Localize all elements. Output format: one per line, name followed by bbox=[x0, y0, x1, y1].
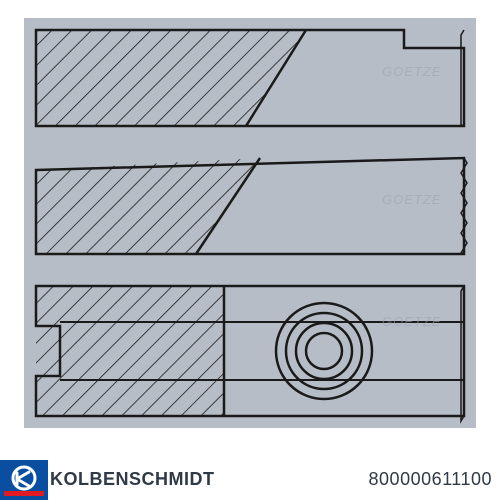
watermark-2: GOETZE bbox=[382, 192, 441, 207]
watermark-1: GOETZE bbox=[382, 64, 441, 79]
watermark-3: GOETZE bbox=[382, 314, 441, 329]
brand-logo bbox=[0, 460, 48, 500]
brand-label: KOLBENSCHMIDT bbox=[50, 469, 215, 490]
part-number: 800000611100 bbox=[369, 469, 492, 490]
piston-ring-diagram bbox=[24, 18, 476, 428]
